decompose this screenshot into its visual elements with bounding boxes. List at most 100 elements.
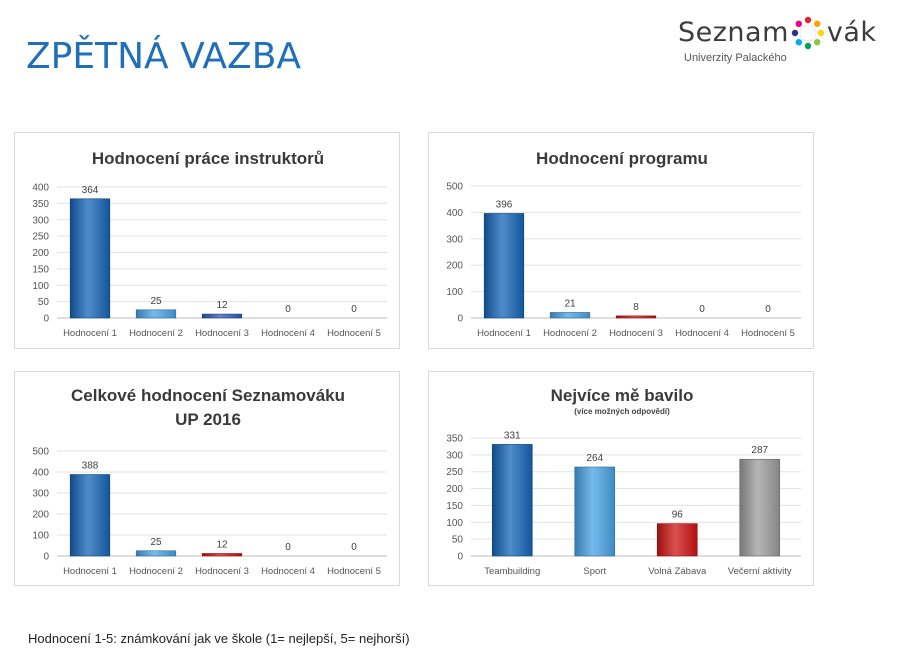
x-tick-label: Hodnocení 5 (327, 566, 381, 577)
y-tick-label: 150 (32, 264, 49, 275)
chart-enjoyed: Nejvíce mě bavilo (více možných odpovědí)… (446, 386, 801, 577)
chart-title: Hodnocení programu (536, 149, 708, 168)
chart-panel-program: Hodnocení programu 0 100 200 300 400 500 396 Hod… (428, 132, 814, 349)
bar (656, 523, 698, 557)
x-tick-label: Hodnocení 3 (609, 328, 663, 339)
x-tick-label: Hodnocení 2 (543, 328, 597, 339)
x-tick-label: Hodnocení 3 (195, 328, 249, 339)
data-label: 25 (150, 537, 162, 548)
bar (201, 313, 243, 319)
data-label: 0 (699, 304, 705, 315)
y-tick-label: 350 (32, 199, 49, 210)
data-label: 331 (504, 430, 521, 441)
data-label: 287 (751, 445, 768, 456)
y-tick-label: 300 (446, 450, 463, 461)
x-tick-label: Teambuilding (484, 566, 540, 577)
x-tick-label: Hodnocení 1 (63, 328, 117, 339)
y-tick-label: 250 (446, 467, 463, 478)
data-label: 264 (586, 453, 603, 464)
data-label: 8 (633, 302, 639, 313)
logo-subtitle: Univerzity Palackého (684, 52, 787, 64)
x-tick-label: Hodnocení 3 (195, 566, 249, 577)
colorful-people-circle-icon (791, 16, 825, 50)
page-title: ZPĚTNÁ VAZBA (26, 36, 302, 77)
bar (201, 553, 243, 557)
y-tick-label: 400 (446, 208, 463, 219)
y-tick-label: 500 (32, 447, 49, 458)
x-tick-label: Hodnocení 1 (477, 328, 531, 339)
bar (135, 550, 177, 557)
data-label: 25 (150, 296, 162, 307)
data-label: 396 (496, 199, 513, 210)
y-tick-label: 100 (446, 287, 463, 298)
x-tick-label: Hodnocení 4 (675, 328, 729, 339)
chart-subtitle: (více možných odpovědí) (574, 407, 670, 416)
chart-program: Hodnocení programu 0 100 200 300 400 500 396 Hod… (446, 149, 801, 339)
logo: Seznam vák Univerzity Palackého (678, 14, 888, 70)
y-tick-label: 500 (446, 182, 463, 193)
x-tick-label: Hodnocení 5 (327, 328, 381, 339)
y-tick-label: 50 (452, 535, 464, 546)
data-label: 364 (82, 185, 99, 196)
bar (739, 458, 781, 557)
bar (491, 444, 533, 557)
bar (135, 309, 177, 319)
bar (549, 312, 591, 319)
chart-title: Nejvíce mě bavilo (551, 386, 694, 405)
x-tick-label: Sport (583, 566, 606, 577)
y-tick-label: 0 (43, 314, 49, 325)
bar (69, 198, 111, 319)
chart-title: Hodnocení práce instruktorů (92, 149, 324, 168)
chart-panel-enjoyed: Nejvíce mě bavilo (více možných odpovědí)… (428, 371, 814, 586)
y-tick-label: 0 (457, 314, 463, 325)
y-tick-label: 200 (446, 261, 463, 272)
x-tick-label: Hodnocení 4 (261, 566, 315, 577)
y-tick-label: 50 (38, 297, 50, 308)
y-tick-label: 100 (32, 281, 49, 292)
bar (69, 474, 111, 557)
data-label: 12 (216, 300, 228, 311)
chart-title-line: Celkové hodnocení Seznamováku (71, 386, 345, 405)
y-tick-label: 150 (446, 501, 463, 512)
logo-text-left: Seznam (678, 17, 789, 48)
data-label: 0 (351, 304, 357, 315)
bar (483, 213, 525, 319)
chart-panel-overall: Celkové hodnocení Seznamováku UP 2016 0 100… (14, 371, 400, 586)
chart-overall: Celkové hodnocení Seznamováku UP 2016 0 100… (32, 386, 387, 577)
data-label: 388 (82, 461, 99, 472)
bar (574, 466, 616, 557)
x-tick-label: Hodnocení 2 (129, 328, 183, 339)
chart-panel-instructors: Hodnocení práce instruktorů 0 50 100 150 200 2… (14, 132, 400, 349)
y-tick-label: 300 (446, 234, 463, 245)
logo-text-right: vák (826, 17, 877, 48)
footnote: Hodnocení 1-5: známkování jak ve škole (… (28, 631, 410, 646)
y-tick-label: 400 (32, 468, 49, 479)
chart-title-line: UP 2016 (175, 410, 241, 429)
data-label: 0 (765, 304, 771, 315)
chart-instructors: Hodnocení práce instruktorů 0 50 100 150 200 2… (32, 149, 387, 339)
bar (615, 315, 657, 319)
x-tick-label: Večerní aktivity (728, 566, 792, 577)
y-tick-label: 100 (32, 531, 49, 542)
x-tick-label: Volná Zábava (648, 566, 707, 577)
y-tick-label: 100 (446, 518, 463, 529)
data-label: 0 (285, 304, 291, 315)
data-label: 21 (564, 298, 576, 309)
data-label: 96 (672, 510, 684, 521)
x-tick-label: Hodnocení 2 (129, 566, 183, 577)
y-tick-label: 200 (32, 248, 49, 259)
y-tick-label: 350 (446, 434, 463, 445)
x-tick-label: Hodnocení 5 (741, 328, 795, 339)
y-tick-label: 0 (457, 552, 463, 563)
y-tick-label: 250 (32, 232, 49, 243)
y-tick-label: 300 (32, 489, 49, 500)
y-tick-label: 400 (32, 183, 49, 194)
data-label: 12 (216, 539, 228, 550)
y-tick-label: 300 (32, 215, 49, 226)
data-label: 0 (351, 542, 357, 553)
x-tick-label: Hodnocení 4 (261, 328, 315, 339)
data-label: 0 (285, 542, 291, 553)
y-tick-label: 0 (43, 552, 49, 563)
x-tick-label: Hodnocení 1 (63, 566, 117, 577)
y-tick-label: 200 (446, 484, 463, 495)
